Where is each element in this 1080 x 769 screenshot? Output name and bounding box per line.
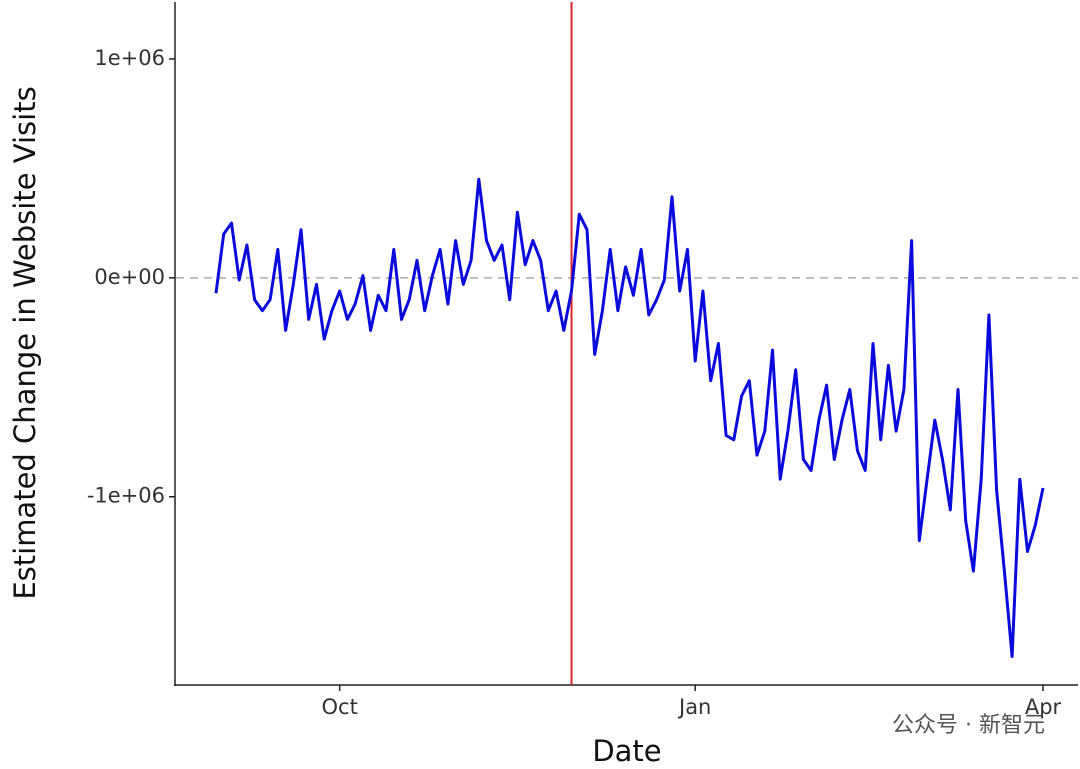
x-tick-label: Jan: [677, 695, 711, 719]
y-axis-title: Estimated Change in Website Visits: [8, 86, 42, 599]
x-axis-title: Date: [592, 734, 661, 768]
data-line: [214, 177, 1045, 658]
y-tick-label: 0e+00: [94, 265, 165, 289]
watermark: 公众号 · 新智元: [892, 713, 1045, 738]
y-tick-label: 1e+06: [94, 46, 165, 70]
y-tick-label: -1e+06: [87, 484, 165, 508]
x-tick-label: Apr: [1025, 695, 1062, 719]
x-tick-label: Oct: [322, 695, 358, 719]
